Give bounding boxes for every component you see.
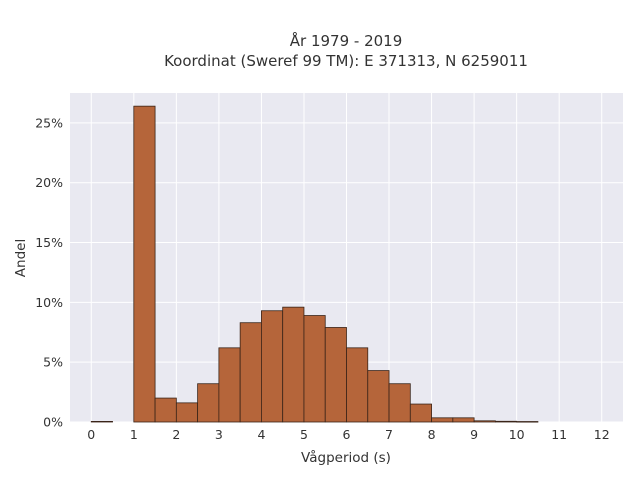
x-axis-ticks: 0 1 2 3 4 5 6 7 8 9 10 11 12 [87, 427, 609, 442]
y-tick-label-10: 10% [35, 295, 63, 310]
x-tick-label-5: 5 [300, 427, 308, 442]
histogram-bar-16 [452, 417, 475, 423]
x-tick-label-2: 2 [172, 427, 180, 442]
chart-title-line-1: År 1979 - 2019 [290, 31, 403, 50]
histogram-bar-15 [431, 417, 454, 423]
x-axis-label: Vågperiod (s) [301, 449, 391, 466]
x-tick-label-9: 9 [470, 427, 478, 442]
x-tick-label-12: 12 [594, 427, 610, 442]
x-tick-label-6: 6 [343, 427, 351, 442]
chart-title-line-2: Koordinat (Sweref 99 TM): E 371313, N 62… [164, 52, 528, 70]
x-tick-label-11: 11 [551, 427, 567, 442]
histogram-bar-3 [175, 402, 199, 423]
histogram-bar-9 [303, 315, 326, 423]
y-axis-label: Andel [13, 239, 29, 277]
histogram-bar-5 [218, 347, 241, 423]
y-tick-label-5: 5% [43, 355, 63, 370]
plot-area [70, 93, 623, 423]
x-tick-label-7: 7 [385, 427, 393, 442]
histogram-bar-12 [367, 370, 390, 423]
y-axis-ticks: 0% 5% 10% 15% 20% 25% [35, 115, 63, 429]
x-tick-label-8: 8 [428, 427, 436, 442]
histogram-bar-18 [494, 420, 518, 423]
histogram-bar-4 [197, 383, 220, 423]
histogram-bar-10 [324, 327, 347, 423]
histogram-bar-17 [473, 420, 496, 423]
x-tick-label-3: 3 [215, 427, 223, 442]
histogram-bar-0 [90, 421, 113, 423]
histogram-bar-2 [154, 397, 177, 423]
y-tick-label-15: 15% [35, 235, 63, 250]
y-tick-label-20: 20% [35, 175, 63, 190]
histogram-bar-7 [261, 310, 284, 423]
y-tick-label-25: 25% [35, 115, 63, 130]
histogram-bar-19 [516, 421, 539, 423]
y-tick-label-0: 0% [43, 415, 63, 430]
x-tick-label-10: 10 [509, 427, 525, 442]
histogram-bar-14 [409, 403, 432, 423]
histogram-bar-13 [388, 383, 411, 423]
histogram-bar-1 [133, 105, 156, 423]
x-tick-label-1: 1 [130, 427, 138, 442]
histogram-bar-11 [346, 347, 369, 423]
histogram-bar-8 [282, 306, 305, 423]
x-tick-label-4: 4 [257, 427, 265, 442]
histogram-bar-6 [239, 322, 262, 423]
x-tick-label-0: 0 [87, 427, 95, 442]
